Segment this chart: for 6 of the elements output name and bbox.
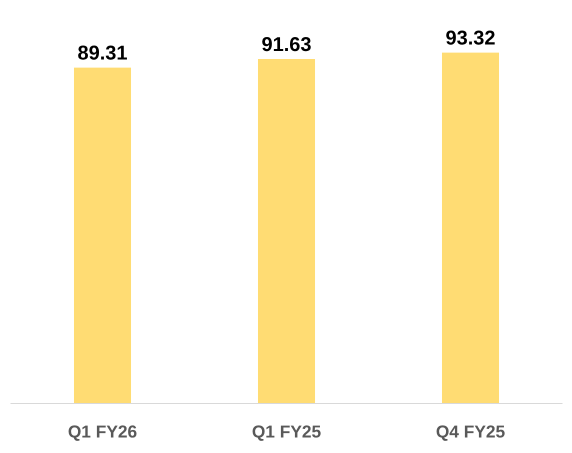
x-tick-label: Q4 FY25 <box>436 422 506 442</box>
data-label: 91.63 <box>261 34 312 56</box>
data-label: 93.32 <box>445 28 496 50</box>
data-label: 89.31 <box>77 42 128 65</box>
x-tick-label: Q1 FY25 <box>252 422 322 442</box>
x-tick-label: Q1 FY26 <box>68 422 138 442</box>
